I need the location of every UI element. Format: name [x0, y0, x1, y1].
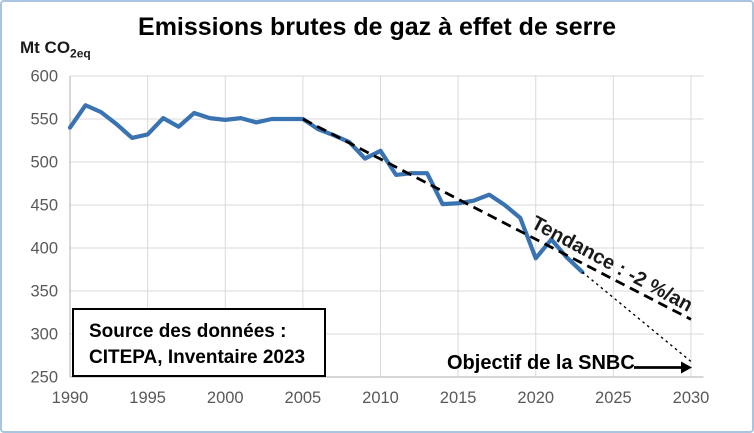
y-tick-label: 250: [30, 369, 58, 387]
objective-arrow-head-icon: [681, 361, 692, 374]
x-tick-label: 2000: [207, 389, 244, 407]
y-axis-unit-subscript: 2eq: [70, 46, 91, 61]
source-box: Source des données : CITEPA, Inventaire …: [72, 308, 326, 377]
x-tick-label: 2015: [440, 389, 477, 407]
x-tick-label: 2005: [285, 389, 322, 407]
chart-title: Emissions brutes de gaz à effet de serre: [138, 13, 616, 41]
y-tick-label: 500: [30, 154, 58, 172]
x-tick-label: 2030: [673, 389, 710, 407]
x-tick-label: 1990: [52, 389, 89, 407]
objective-annotation: Objectif de la SNBC: [447, 352, 635, 374]
x-tick-label: 2020: [517, 389, 554, 407]
y-tick-label: 350: [30, 283, 58, 301]
x-tick-label: 1995: [129, 389, 166, 407]
y-tick-label: 600: [30, 68, 58, 86]
y-tick-label: 400: [30, 240, 58, 258]
y-axis-unit-text: Mt CO: [20, 38, 71, 57]
x-tick-label: 2010: [362, 389, 399, 407]
y-axis-unit-label: Mt CO2eq: [20, 38, 91, 60]
trend-dashed-line: [302, 117, 692, 321]
x-tick-label: 2025: [595, 389, 632, 407]
y-tick-label: 550: [30, 111, 58, 129]
source-box-line-1: Source des données :: [89, 321, 287, 342]
source-box-line-2: CITEPA, Inventaire 2023: [89, 347, 306, 368]
emissions-series-line: [67, 103, 585, 275]
y-tick-label: 450: [30, 197, 58, 215]
y-tick-label: 300: [30, 326, 58, 344]
